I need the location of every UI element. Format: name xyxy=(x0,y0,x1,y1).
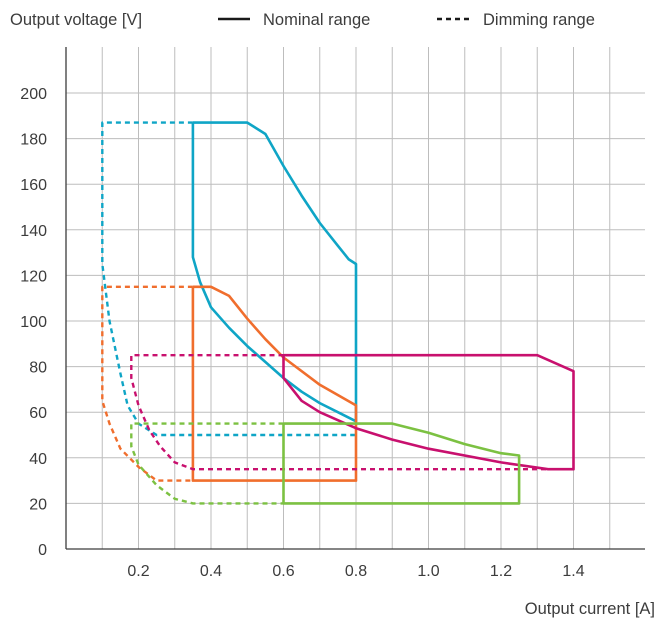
y-tick-label: 200 xyxy=(20,86,47,103)
dimming-range-line-4 xyxy=(130,422,284,505)
y-tick-label: 160 xyxy=(20,177,47,194)
y-tick-label: 100 xyxy=(20,314,47,331)
legend-label-nominal: Nominal range xyxy=(263,11,370,29)
legend: Nominal range Dimming range xyxy=(218,11,595,29)
y-tick-label: 60 xyxy=(29,405,47,422)
dimming-range-line-2 xyxy=(101,285,193,482)
x-tick-label: 0.6 xyxy=(272,563,294,580)
legend-label-dimming: Dimming range xyxy=(483,11,595,29)
y-tick-label: 0 xyxy=(38,542,47,559)
dimming-range-line-1 xyxy=(101,121,356,437)
x-tick-label: 1.2 xyxy=(490,563,512,580)
nominal-range-line-1 xyxy=(191,121,358,423)
x-tick-label: 1.0 xyxy=(417,563,439,580)
x-tick-label: 0.2 xyxy=(127,563,149,580)
x-tick-label: 0.4 xyxy=(200,563,222,580)
y-tick-label: 40 xyxy=(29,451,47,468)
y-tick-label: 20 xyxy=(29,496,47,513)
y-tick-label: 140 xyxy=(20,223,47,240)
nominal-range-line-3 xyxy=(282,353,575,471)
x-tick-label: 1.4 xyxy=(562,563,584,580)
x-tick-labels: 0.2 0.4 0.6 0.8 1.0 1.2 1.4 xyxy=(127,563,584,580)
y-tick-label: 120 xyxy=(20,268,47,285)
x-axis-title: Output current [A] xyxy=(525,600,655,618)
x-tick-label: 0.8 xyxy=(345,563,367,580)
nominal-range-line-4 xyxy=(282,422,521,505)
axes xyxy=(65,47,645,550)
series-layer xyxy=(101,121,575,505)
y-tick-labels: 0 20 40 60 80 100 120 140 160 180 200 xyxy=(20,86,47,559)
y-tick-label: 180 xyxy=(20,132,47,149)
y-tick-label: 80 xyxy=(29,360,47,377)
y-axis-title: Output voltage [V] xyxy=(10,11,142,29)
